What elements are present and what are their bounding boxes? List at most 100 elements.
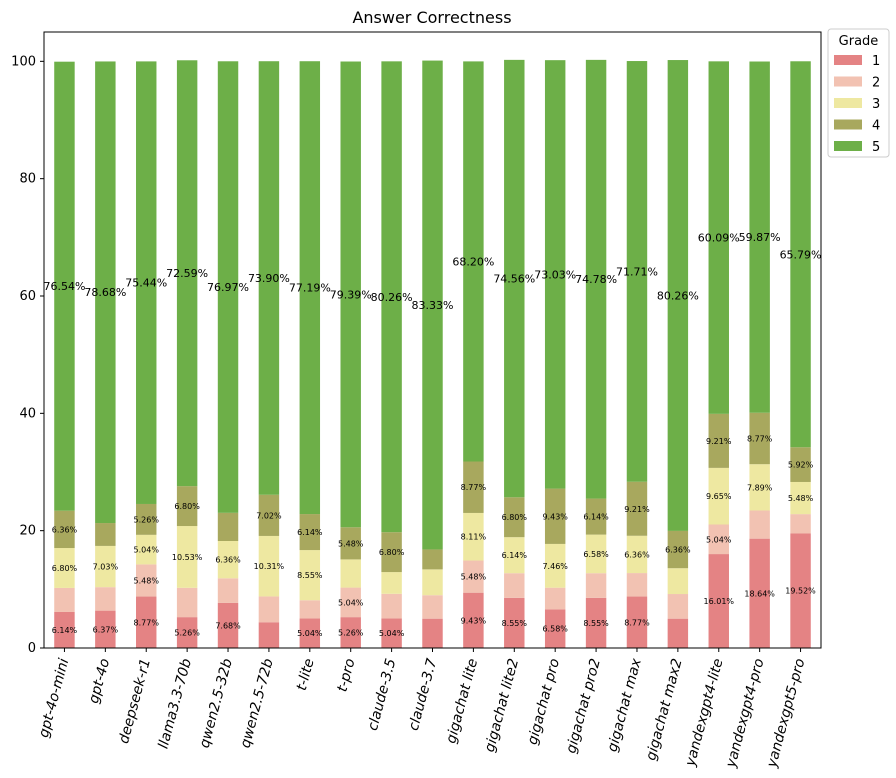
segment-value-label: 5.48% [788, 494, 814, 503]
y-axis: 0 20 40 60 80 100 [11, 54, 44, 656]
segment-value-label: 72.59% [166, 267, 208, 280]
segment-value-label: 68.20% [452, 255, 494, 268]
segment-value-label: 6.36% [624, 550, 650, 559]
legend-label: 5 [872, 140, 880, 155]
legend-label: 3 [872, 97, 880, 112]
bar-segment-grade-1 [708, 554, 729, 648]
segment-value-label: 10.53% [172, 553, 203, 562]
segment-value-label: 9.21% [706, 437, 732, 446]
segment-value-label: 7.02% [256, 511, 282, 520]
bar-segment-grade-5 [299, 61, 321, 515]
segment-value-label: 9.43% [542, 512, 568, 521]
bar-segment-grade-1 [54, 611, 75, 648]
bar-segment-grade-1 [422, 618, 443, 648]
bar-segment-grade-4 [790, 447, 811, 482]
segment-value-label: 6.80% [502, 513, 528, 522]
segment-value-label: 59.87% [739, 231, 781, 244]
segment-value-label: 6.80% [379, 548, 405, 557]
segment-value-label: 6.80% [174, 502, 200, 511]
y-tick-label: 20 [19, 524, 36, 539]
bar-segment-grade-2 [708, 524, 729, 555]
bar-segment-grade-1 [667, 618, 689, 648]
x-tick-label: gpt-4o-mini [36, 657, 72, 740]
bar-segment-grade-4 [708, 413, 729, 468]
x-tick-label: claude-3.7 [406, 657, 441, 733]
bar-segment-grade-5 [463, 61, 484, 462]
segment-value-label: 5.48% [461, 573, 487, 582]
segment-value-label: 5.04% [338, 598, 364, 607]
bar-segment-grade-5 [749, 61, 770, 413]
bar-segment-grade-2 [790, 514, 811, 534]
segment-value-label: 5.92% [788, 461, 814, 470]
y-tick-label: 60 [19, 289, 36, 304]
bar-segment-grade-3 [504, 537, 525, 574]
bar-segment-grade-5 [585, 59, 607, 499]
bar-segment-grade-2 [217, 578, 239, 603]
bar-segment-grade-5 [136, 61, 157, 504]
segment-value-label: 6.14% [502, 551, 528, 560]
bar-segment-grade-4 [299, 514, 321, 551]
segment-value-label: 60.09% [698, 232, 740, 245]
bar-segment-grade-3 [667, 568, 689, 595]
x-tick-label: yandexgpt5-pro [764, 657, 809, 770]
bar-segment-grade-4 [626, 481, 648, 536]
bar-segment-grade-4 [381, 532, 402, 573]
segment-labels-layer: 6.14% 6.80% 6.36% 76.54% 6.37% 7.03% 78.68% 8.7… [43, 231, 821, 638]
x-tick-label: qwen2.5-72b [238, 657, 277, 750]
y-tick-label: 0 [28, 641, 36, 656]
legend-label: 4 [872, 119, 880, 134]
x-tick-label: gigachat pro2 [563, 657, 604, 755]
segment-value-label: 8.77% [461, 483, 487, 492]
x-tick-label: qwen2.5-32b [197, 657, 236, 750]
bar-segment-grade-3 [544, 543, 566, 588]
bar-segment-grade-3 [749, 464, 770, 511]
bar-segment-grade-2 [667, 594, 689, 619]
segment-value-label: 5.26% [174, 629, 200, 638]
bar-segment-grade-3 [422, 569, 443, 596]
bar-segment-grade-5 [95, 61, 116, 524]
segment-value-label: 76.97% [207, 281, 249, 294]
segment-value-label: 6.37% [93, 625, 119, 634]
bar-segment-grade-2 [136, 564, 157, 597]
segment-value-label: 7.03% [93, 563, 119, 572]
bar-segment-grade-4 [217, 512, 239, 541]
segment-value-label: 6.14% [297, 528, 323, 537]
segment-value-label: 73.90% [248, 272, 290, 285]
x-tick-label: gigachat lite2 [482, 657, 522, 754]
bar-segment-grade-2 [299, 600, 321, 619]
bar-segment-grade-2 [504, 573, 525, 598]
segment-value-label: 71.71% [616, 265, 658, 278]
segment-value-label: 8.11% [461, 533, 487, 542]
bar-segment-grade-2 [381, 593, 402, 619]
x-tick-label: yandexgpt4-lite [682, 657, 726, 769]
segment-value-label: 79.39% [330, 288, 372, 301]
x-tick-label: deepseek-r1 [116, 657, 154, 746]
segment-value-label: 74.78% [575, 273, 617, 286]
x-tick-label: gigachat max2 [643, 657, 686, 762]
bar-segment-grade-5 [54, 61, 75, 511]
segment-value-label: 6.58% [542, 625, 568, 634]
bar-segment-grade-3 [790, 481, 811, 515]
x-tick-label: claude-3.5 [365, 657, 400, 733]
legend-label: 2 [872, 76, 880, 91]
bar-segment-grade-5 [422, 60, 443, 550]
segment-value-label: 10.31% [254, 562, 285, 571]
bar-segment-grade-5 [340, 61, 361, 528]
segment-value-label: 8.77% [134, 618, 160, 627]
bar-segment-grade-4 [54, 510, 75, 549]
bar-segment-grade-4 [95, 523, 116, 546]
bar-segment-grade-3 [258, 535, 280, 597]
segment-value-label: 80.26% [371, 291, 413, 304]
segment-value-label: 5.48% [338, 539, 364, 548]
legend-swatch [834, 76, 862, 87]
bar-segment-grade-1 [217, 602, 239, 648]
segment-value-label: 76.54% [43, 280, 85, 293]
bar-segment-grade-5 [667, 60, 689, 531]
segment-value-label: 7.68% [215, 621, 241, 630]
bar-segment-grade-2 [54, 587, 75, 612]
bar-segment-grade-3 [585, 534, 607, 574]
segment-value-label: 18.64% [744, 589, 775, 598]
segment-value-label: 9.65% [706, 492, 732, 501]
segment-value-label: 7.89% [747, 483, 773, 492]
segment-value-label: 8.55% [502, 619, 528, 628]
